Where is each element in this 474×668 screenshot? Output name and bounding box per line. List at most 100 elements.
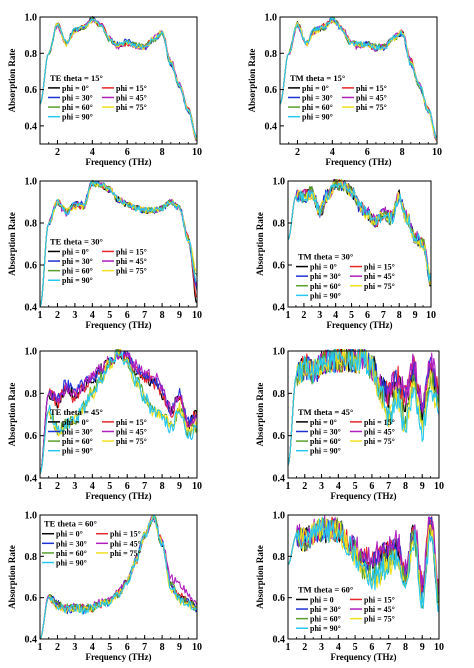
legend-entry: phi = 75° [116, 437, 147, 446]
legend: TE theta = 60°phi = 0° phi = 15° phi = 30°… [42, 519, 141, 568]
x-tick-label: 9 [177, 642, 182, 653]
legend-entry: phi = 90° [56, 559, 87, 568]
y-tick-label: 0.4 [25, 474, 38, 485]
x-tick-label: 8 [160, 481, 165, 492]
y-axis-label: Absorption Rate [7, 383, 17, 447]
legend-entry: phi = 30° [302, 93, 333, 102]
x-tick-label: 7 [381, 310, 386, 321]
legend-entry: phi = 60° [302, 103, 333, 112]
chart-panel-te45: 1 2 3 4 5 6 7 8 9 10 0.4 0.6 0.8 1.0 Frequency (THz) Ab… [7, 347, 202, 502]
x-tick-label: 7 [142, 481, 147, 492]
y-tick-label: 0.8 [25, 219, 38, 230]
chart-panel-te15: 2 4 6 8 10 0.4 0.6 0.8 1.0 Frequency (THz) Absorpt… [7, 13, 202, 168]
legend-entry: phi = 45° [116, 257, 147, 266]
legend-entry: phi = 75° [116, 267, 147, 276]
legend-entry: phi = 45° [364, 605, 395, 614]
x-tick-label: 3 [72, 310, 77, 321]
y-tick-label: 0.6 [273, 261, 286, 272]
y-tick-label: 1.0 [265, 13, 278, 24]
x-tick-label: 1 [38, 310, 43, 321]
x-tick-label: 7 [142, 642, 147, 653]
x-tick-label: 5 [353, 481, 358, 492]
legend: TM theta = 60°phi = 0 phi = 15°phi = 30° p… [296, 584, 395, 633]
y-tick-label: 0.8 [273, 552, 286, 563]
series-line [288, 181, 431, 282]
legend-entry: phi = 15° [116, 247, 147, 256]
legend-entry: phi = 15° [364, 418, 395, 427]
legend-entry: phi = 45° [116, 427, 147, 436]
y-tick-label: 0.4 [265, 121, 278, 132]
legend: TM theta = 15°phi = 0° phi = 15° phi = 30°… [288, 73, 387, 122]
x-tick-label: 3 [317, 310, 322, 321]
legend-entry: phi = 0° [62, 418, 89, 427]
y-tick-label: 0.6 [25, 593, 38, 604]
legend-title: TM theta = 60° [298, 584, 353, 594]
legend-entry: phi = 45° [364, 427, 395, 436]
x-tick-label: 10 [192, 310, 202, 321]
legend-entry: phi = 45° [364, 272, 395, 281]
y-tick-label: 0.6 [25, 431, 38, 442]
legend-entry: phi = 15° [364, 263, 395, 272]
series-line [40, 18, 197, 141]
legend-entry: phi = 30° [56, 539, 87, 548]
legend-entry: phi = 60° [62, 437, 93, 446]
x-tick-label: 8 [403, 642, 408, 653]
legend-entry: phi = 75° [364, 615, 395, 624]
legend-entry: phi = 90° [310, 291, 341, 300]
x-tick-label: 6 [369, 642, 374, 653]
y-tick-label: 0.4 [25, 635, 38, 646]
y-axis-label: Absorption Rate [7, 212, 17, 276]
y-axis-label: Absorption Rate [7, 545, 17, 609]
x-tick-label: 10 [434, 481, 444, 492]
legend-entry: phi = 90° [62, 447, 93, 456]
legend-title: TE theta = 30° [50, 236, 103, 246]
x-tick-label: 6 [125, 147, 130, 158]
legend-entry: phi = 30° [62, 93, 93, 102]
x-tick-label: 1 [286, 310, 291, 321]
legend-title: TM theta = 30° [298, 252, 353, 262]
x-tick-label: 2 [301, 310, 306, 321]
x-tick-label: 5 [107, 642, 112, 653]
legend-title: TM theta = 45° [298, 407, 353, 417]
x-tick-label: 10 [192, 147, 202, 158]
legend: TM theta = 45°phi = 0° phi = 15° phi = 30°… [296, 407, 395, 456]
y-tick-label: 0.8 [273, 219, 286, 230]
x-tick-label: 8 [160, 147, 165, 158]
legend-entry: phi = 90° [310, 447, 341, 456]
legend-title: TM theta = 15° [290, 73, 345, 83]
x-tick-label: 3 [319, 481, 324, 492]
legend-entry: phi = 75° [364, 437, 395, 446]
legend-entry: phi = 90° [302, 113, 333, 122]
legend-entry: phi = 15° [356, 84, 387, 93]
chart-panel-te30: 1 2 3 4 5 6 7 8 9 10 0.4 0.6 0.8 1.0 Frequency (THz) Ab… [7, 177, 202, 331]
legend-entry: phi = 0° [62, 84, 89, 93]
x-tick-label: 8 [400, 147, 405, 158]
x-tick-label: 6 [125, 481, 130, 492]
x-axis-label: Frequency (THz) [85, 491, 151, 501]
x-tick-label: 4 [90, 147, 95, 158]
legend-entry: phi = 30° [310, 272, 341, 281]
legend-title: TE theta = 60° [44, 519, 97, 529]
y-tick-label: 1.0 [273, 347, 286, 358]
legend-entry: phi = 60° [62, 267, 93, 276]
y-tick-label: 0.8 [25, 49, 38, 60]
legend-entry: phi = 0° [310, 418, 337, 427]
x-axis-label: Frequency (THz) [330, 652, 396, 662]
y-tick-label: 0.6 [25, 261, 38, 272]
series-line [40, 514, 197, 640]
y-tick-label: 1.0 [273, 177, 286, 188]
legend-entry: phi = 75° [364, 282, 395, 291]
x-axis-label: Frequency (THz) [85, 320, 151, 330]
legend-entry: phi = 0° [310, 263, 337, 272]
legend-entry: phi = 60° [310, 437, 341, 446]
y-axis-label: Absorption Rate [7, 49, 17, 113]
series-line [40, 349, 197, 474]
legend-entry: phi = 0° [302, 84, 329, 93]
x-axis-label: Frequency (THz) [325, 157, 391, 167]
x-tick-label: 1 [286, 642, 291, 653]
x-tick-label: 8 [160, 642, 165, 653]
y-tick-label: 1.0 [25, 177, 38, 188]
y-axis-label: Absorption Rate [255, 383, 265, 447]
legend-entry: phi = 90° [62, 276, 93, 285]
